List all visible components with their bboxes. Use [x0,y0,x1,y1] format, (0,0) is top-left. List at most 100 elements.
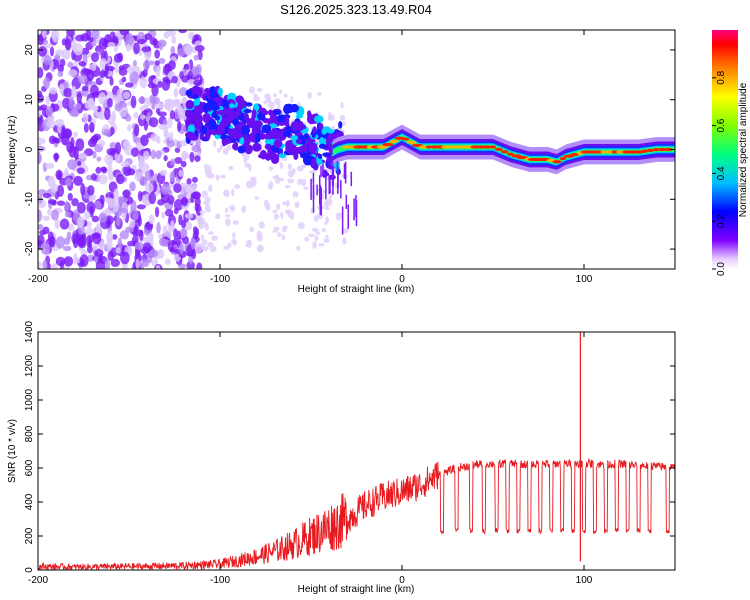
spectrogram-blob [78,74,88,85]
spectrogram-blob [42,215,51,221]
spectrogram-speckle [296,245,301,251]
spectrogram-blob [129,181,136,192]
spectrogram-hotspot [500,150,509,154]
spectrogram-blob [159,169,168,176]
spectrogram-xtick-label: 0 [399,274,405,285]
spectrogram-blob [109,76,114,86]
spectrogram-ridge-band [332,134,675,165]
spectrogram-blob [95,166,102,174]
spectrogram-blob [76,92,82,104]
spectrogram-xtick-label: 100 [576,274,593,285]
spectrogram-blob [198,219,205,230]
spectrogram-blob [192,191,201,200]
spectrogram-speckle [222,147,230,155]
spectrogram-cluster-blob [295,138,302,145]
spectrogram-speckle [328,195,333,199]
spectrogram-blob [144,33,152,40]
spectrogram-speckle [206,164,212,171]
spectrogram-speckle [231,188,235,197]
spectrogram-blob [170,220,175,231]
spectrogram-speckle [287,163,292,171]
spectrogram-blob [78,61,87,67]
spectrogram-blob [45,95,50,106]
spectrogram-blob [107,97,113,108]
spectrogram-blob [118,207,129,214]
spectrogram-blob [90,244,99,251]
spectrogram-blob [132,211,139,221]
spectrogram-cluster-blob [211,112,217,119]
spectrogram-blob [156,248,165,259]
snr-xlabel: Height of straight line (km) [298,584,415,595]
spectrogram-blob [71,85,77,99]
spectrogram-blob [113,188,119,202]
spectrogram-cluster-blob [204,87,211,94]
spectrogram-blob [151,96,160,105]
spectrogram-blob [126,124,132,132]
spectrogram-blob [44,162,55,169]
spectrogram-speckle [213,139,217,148]
spectrogram-blob [146,111,152,119]
spectrogram-blob [76,202,86,214]
spectrogram-blob [130,95,137,109]
spectrogram-hotspot [406,140,417,144]
spectrogram-blob [55,49,65,56]
spectrogram-hotspot [382,143,395,147]
spectrogram-speckle [204,196,211,204]
spectrogram-speckle [232,231,236,239]
spectrogram-blob [178,169,184,177]
spectrogram-blob [106,148,117,156]
snr-marks [38,332,675,570]
spectrogram-cluster-blob [276,114,287,123]
spectrogram-blob [181,219,187,229]
spectrogram-blob [120,251,130,265]
spectrogram-blob [75,34,85,42]
spectrogram-blob [178,112,188,121]
snr-ytick-label: 400 [24,493,35,510]
spectrogram-speckle [323,200,330,208]
spectrogram-blob [168,131,174,142]
spectrogram-hotspot [489,145,497,149]
spectrogram-speckle [287,178,295,184]
spectrogram-cluster-blob [237,145,246,154]
spectrogram-speckle [201,245,209,252]
spectrogram-blob [134,241,144,251]
spectrogram-blob [64,38,71,51]
spectrogram-blob [100,49,106,62]
spectrogram-cluster-blob [264,133,273,141]
spectrogram-blob [170,158,176,166]
spectrogram-speckle [340,101,344,109]
spectrogram-blob [82,112,89,124]
spectrogram-speckle [277,177,285,182]
spectrogram-speckle [276,203,281,211]
spectrogram-blob [129,71,140,85]
spectrogram-cluster-blob [242,133,249,140]
spectrogram-blob [63,256,74,267]
spectrogram-speckle [208,173,215,179]
spectrogram-speckle [243,158,247,163]
spectrogram-blob [67,61,74,68]
spectrogram-hotspot [448,145,456,149]
spectrogram-blob [47,199,57,205]
spectrogram-blob [193,79,203,86]
spectrogram-blob [166,228,172,239]
spectrogram-cluster-blob [216,109,226,117]
spectrogram-blob [42,192,52,199]
spectrogram-blob [174,157,183,164]
spectrogram-blob [108,201,116,208]
spectrogram-speckle [265,202,271,211]
spectrogram-blob [71,233,79,244]
spectrogram-cluster-blob [264,139,272,145]
spectrogram-cluster-blob [307,142,318,154]
spectrogram-blob [88,98,95,109]
spectrogram-blob [112,94,118,102]
spectrogram-blob [117,195,124,204]
spectrogram-blob [111,110,116,123]
spectrogram-blob [194,155,201,162]
spectrogram-blob [98,174,108,185]
spectrogram-speckle [285,200,290,208]
spectrogram-blob [180,160,187,168]
spectrogram-blob [67,69,78,78]
spectrogram-blob [104,63,109,76]
spectrogram-blob [120,161,130,168]
spectrogram-blob [73,252,78,265]
